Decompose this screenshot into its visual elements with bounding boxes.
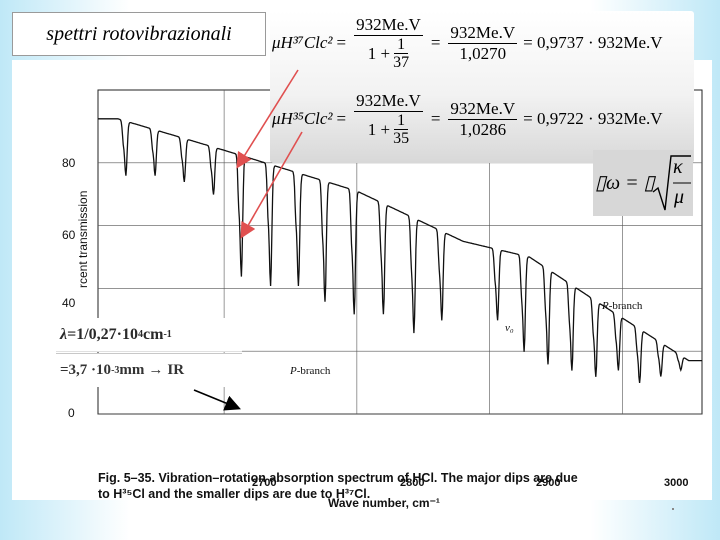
xtick-label: 2700 bbox=[252, 477, 277, 489]
result: = 0,9737 · 932Me.V bbox=[523, 33, 663, 52]
denominator-prefix: 1 + bbox=[367, 119, 391, 139]
lambda-symbol: λ bbox=[60, 325, 68, 343]
omega-equation: ▯ω = ▯ κ μ bbox=[593, 150, 693, 216]
r-branch-letter: R bbox=[602, 300, 609, 312]
ytick-label: 80 bbox=[62, 156, 76, 170]
equals-sign: = bbox=[430, 33, 441, 52]
xtick-label: 2800 bbox=[400, 477, 425, 489]
caption-line: Fig. 5–35. Vibration–rotation absorption… bbox=[98, 471, 578, 485]
equals-sign: = bbox=[336, 109, 347, 128]
ytick-label: 0 bbox=[68, 406, 75, 420]
transmission-curve bbox=[98, 118, 702, 383]
ir-text: =3,7 ·10 bbox=[60, 362, 112, 378]
inner-denominator: 35 bbox=[393, 130, 410, 147]
lambda-unit: cm bbox=[143, 325, 164, 343]
p-branch-letter: P bbox=[290, 365, 297, 377]
numerator: 932Me.V bbox=[448, 22, 518, 44]
equals-sign: = bbox=[430, 109, 441, 128]
band-origin-label: ν₀ bbox=[505, 322, 514, 334]
denominator: 1,0286 bbox=[459, 119, 507, 139]
ytick-label: 60 bbox=[62, 228, 76, 242]
figure-caption: Fig. 5–35. Vibration–rotation absorption… bbox=[98, 470, 718, 502]
r-branch-suffix: -branch bbox=[608, 300, 643, 312]
denominator: 1 + 1 35 bbox=[366, 112, 411, 147]
reduced-mass-equations: μH³⁷Clc² = 932Me.V 1 + 1 37 = 932Me.V 1,… bbox=[270, 11, 694, 163]
equation-h35cl: μH³⁵Clc² = 932Me.V 1 + 1 35 = 932Me.V 1,… bbox=[272, 91, 663, 147]
fraction: 932Me.V 1 + 1 37 bbox=[354, 15, 423, 71]
numerator: 932Me.V bbox=[354, 15, 423, 36]
fraction: 932Me.V 1,0270 bbox=[448, 22, 518, 64]
ir-unit: mm bbox=[119, 362, 145, 378]
inner-fraction: 1 37 bbox=[393, 36, 409, 71]
inner-fraction: 1 35 bbox=[393, 112, 409, 147]
p-branch-label: P-branch bbox=[290, 365, 330, 377]
ir-label: IR bbox=[167, 362, 185, 378]
equals-sign: = bbox=[336, 33, 347, 52]
wavelength-value: λ =1/0,27·10 4 cm -1 bbox=[56, 318, 242, 352]
xtick-label: 3000 bbox=[664, 477, 689, 489]
denominator: 1 + 1 37 bbox=[366, 36, 411, 71]
x-axis-title: Wave number, cm⁻¹ bbox=[328, 496, 440, 510]
equation-h37cl: μH³⁷Clc² = 932Me.V 1 + 1 37 = 932Me.V 1,… bbox=[272, 15, 663, 71]
mu-symbol: μ bbox=[674, 186, 685, 208]
kappa-symbol: κ bbox=[673, 156, 683, 178]
result: = 0,9722 · 932Me.V bbox=[523, 109, 663, 128]
mu-h35cl: μH³⁵Clc² bbox=[272, 109, 333, 128]
denominator: 1,0270 bbox=[459, 43, 507, 63]
lambda-exponent: 4 bbox=[138, 329, 144, 340]
r-branch-label: R-branch bbox=[602, 300, 642, 312]
infrared-wavelength: =3,7 ·10 -3 mm → IR bbox=[56, 353, 242, 387]
lambda-unit-exponent: -1 bbox=[163, 329, 172, 340]
inner-numerator: 1 bbox=[394, 112, 409, 130]
y-axis-title: rcent transmission bbox=[76, 190, 90, 288]
fraction: 932Me.V 1 + 1 35 bbox=[354, 91, 423, 147]
fraction: 932Me.V 1,0286 bbox=[448, 98, 518, 140]
p-branch-suffix: -branch bbox=[296, 365, 331, 377]
decorative-dot bbox=[672, 508, 674, 510]
right-arrow-icon: → bbox=[148, 362, 164, 378]
ir-exponent: -3 bbox=[111, 365, 120, 376]
caption-line: to H³⁵Cl and the smaller dips are due to… bbox=[98, 487, 371, 501]
slide-title: spettri rotovibrazionali bbox=[12, 12, 266, 56]
omega-lhs: ▯ω = ▯ bbox=[595, 172, 655, 194]
numerator: 932Me.V bbox=[354, 91, 423, 112]
xtick-label: 2900 bbox=[536, 477, 561, 489]
inner-denominator: 37 bbox=[393, 54, 410, 71]
lambda-text: =1/0,27·10 bbox=[67, 325, 139, 343]
sqrt-sign-icon bbox=[652, 155, 691, 211]
ytick-label: 40 bbox=[62, 296, 76, 310]
numerator: 932Me.V bbox=[448, 98, 518, 120]
denominator-prefix: 1 + bbox=[367, 43, 391, 63]
inner-numerator: 1 bbox=[394, 36, 409, 54]
mu-h37cl: μH³⁷Clc² bbox=[272, 33, 333, 52]
